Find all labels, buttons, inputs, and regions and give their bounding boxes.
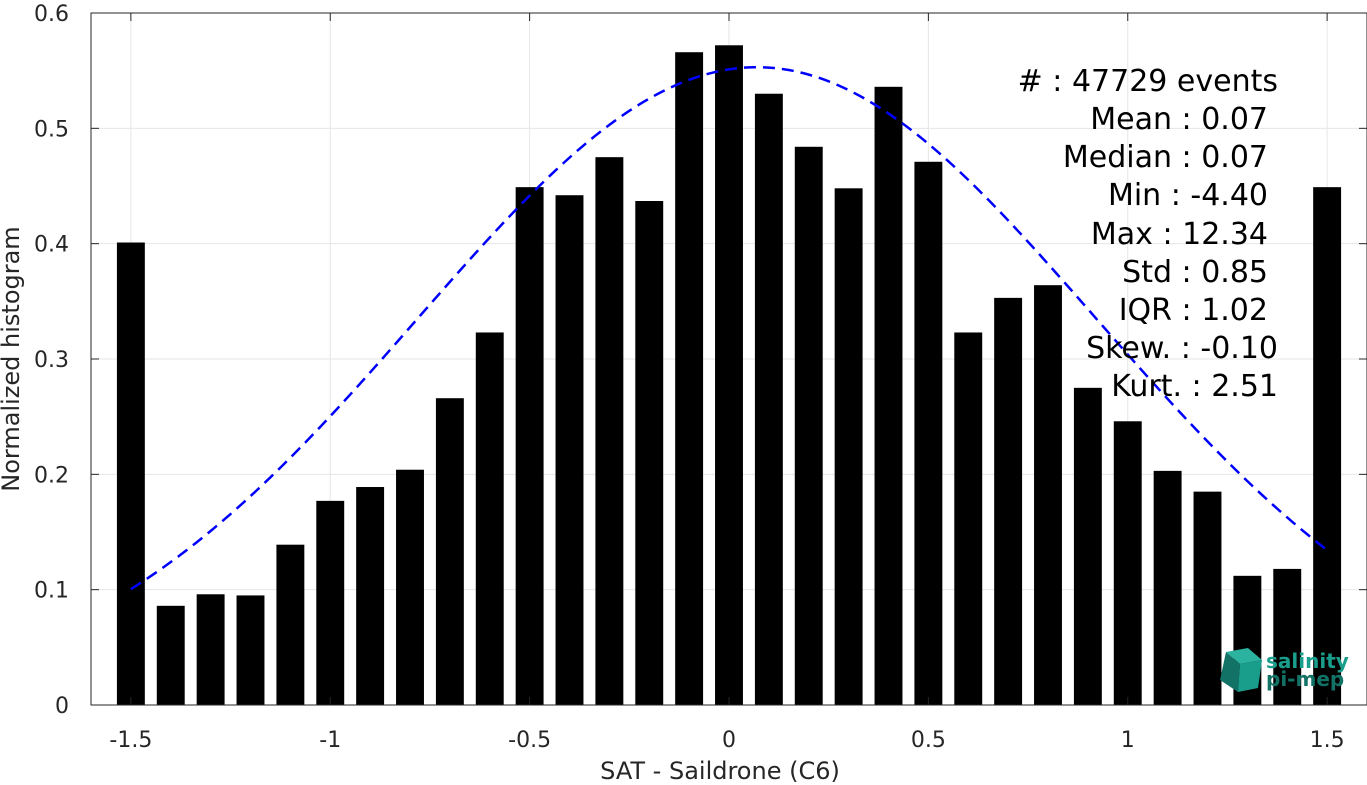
histogram-bar <box>156 605 185 705</box>
stat-skew: Skew. : -0.10 <box>1086 331 1278 366</box>
y-tick-label: 0.2 <box>34 463 69 488</box>
y-tick-label: 0.1 <box>34 579 69 604</box>
axis-ticks <box>91 12 1367 706</box>
histogram-bar <box>1313 187 1342 706</box>
y-tick-label: 0.6 <box>34 2 69 27</box>
y-tick-label: 0.5 <box>34 117 69 142</box>
histogram-bar <box>396 469 424 705</box>
normal-fit-curve <box>130 65 1328 591</box>
x-tick-label: 0.5 <box>911 728 946 753</box>
histogram-bar <box>555 195 584 705</box>
y-tick-label: 0.4 <box>34 233 69 258</box>
salinity-pimep-logo: salinity pi-mep <box>1220 648 1349 692</box>
y-tick-labels: 0 0.1 0.2 0.3 0.4 0.5 0.6 <box>34 2 69 719</box>
histogram-bar <box>196 594 225 705</box>
x-tick-label: 1.5 <box>1310 728 1345 753</box>
histogram-bar <box>1113 421 1142 705</box>
bars <box>116 45 1342 706</box>
y-axis-title: Normalized histogram <box>0 226 25 491</box>
histogram-bar <box>914 161 943 705</box>
histogram-bar <box>356 487 385 705</box>
histogram-bar <box>675 52 704 706</box>
histogram-bar <box>316 500 345 705</box>
histogram-bar <box>874 86 903 705</box>
histogram-bar <box>1073 387 1102 705</box>
x-tick-label: -1.5 <box>109 728 152 753</box>
histogram-bar <box>475 332 504 705</box>
stat-iqr: IQR : 1.02 <box>1119 293 1268 328</box>
histogram-bar <box>954 332 983 705</box>
histogram-bar <box>1153 470 1182 705</box>
histogram-bar <box>635 200 664 705</box>
stat-min: Min : -4.40 <box>1108 178 1268 213</box>
stat-kurt: Kurt. : 2.51 <box>1111 369 1278 404</box>
stats-box: # : 47729 events Mean : 0.07 Median : 0.… <box>1018 64 1278 404</box>
x-tick-label: -0.5 <box>508 728 551 753</box>
x-tick-labels: -1.5 -1 -0.5 0 0.5 1 1.5 <box>109 728 1344 753</box>
histogram-bar <box>794 146 823 705</box>
histogram-bar <box>1273 568 1302 705</box>
stat-mean: Mean : 0.07 <box>1090 102 1268 137</box>
histogram-bar <box>515 187 544 706</box>
histogram-bar <box>435 398 464 705</box>
histogram-bar <box>595 157 624 705</box>
histogram-bar <box>834 188 863 706</box>
histogram-bar <box>1193 491 1222 705</box>
stat-std: Std : 0.85 <box>1122 255 1268 290</box>
cube-icon <box>1220 648 1262 692</box>
histogram-bar <box>754 93 783 705</box>
stat-events: # : 47729 events <box>1018 64 1278 99</box>
stat-median: Median : 0.07 <box>1063 140 1268 175</box>
histogram-bar <box>236 595 265 705</box>
x-tick-label: -1 <box>319 728 341 753</box>
stat-max: Max : 12.34 <box>1091 217 1268 252</box>
logo-line1: salinity <box>1266 649 1349 673</box>
x-tick-label: 1 <box>1121 728 1135 753</box>
x-tick-label: 0 <box>722 728 736 753</box>
histogram-bar <box>1034 285 1062 705</box>
logo-line2: pi-mep <box>1266 667 1344 691</box>
x-axis-title: SAT - Saildrone (C6) <box>600 757 840 785</box>
histogram-bar <box>994 297 1023 705</box>
histogram-bar <box>715 45 743 705</box>
histogram-bar <box>116 242 145 705</box>
y-tick-label: 0.3 <box>34 348 69 373</box>
y-tick-label: 0 <box>55 694 69 719</box>
histogram-bar <box>276 544 305 705</box>
